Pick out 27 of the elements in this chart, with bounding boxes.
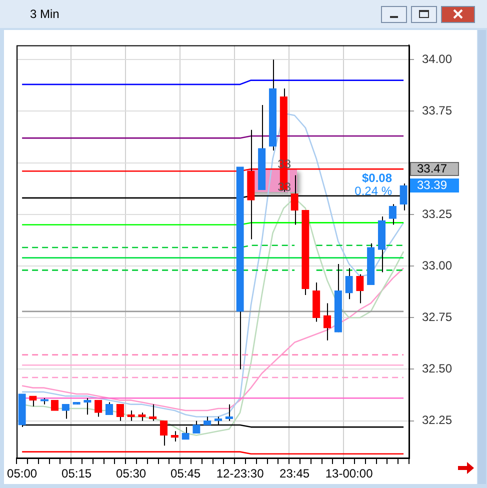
- candlestick: [323, 302, 332, 341]
- x-tick-label: 05:15: [62, 466, 92, 481]
- candlestick: [62, 404, 70, 420]
- x-tick-label: 13-00:00: [325, 466, 374, 481]
- annotation: $0.08: [362, 170, 392, 185]
- x-tick-label: 23:45: [280, 466, 310, 481]
- x-tick-label: 05:00: [7, 466, 38, 481]
- candlestick: [345, 268, 353, 300]
- y-tick-label: 34.00: [422, 52, 452, 66]
- text: 33.47: [417, 161, 448, 176]
- y-tick-label: 32.25: [422, 413, 452, 428]
- y-tick-label: 33.25: [422, 206, 452, 221]
- candlestick: [94, 400, 102, 418]
- y-tick-label: 33.00: [422, 258, 452, 272]
- annotation: 0.24 %: [354, 184, 392, 198]
- x-tick-label: 05:45: [170, 466, 201, 481]
- candlestick: [116, 404, 124, 422]
- y-tick-label: 32.75: [422, 310, 452, 324]
- candlestick: [356, 274, 364, 304]
- text: 33.39: [417, 178, 448, 192]
- x-tick-label: 12-23:30: [216, 466, 264, 481]
- candlestick: [388, 204, 396, 226]
- y-tick-label: 33.75: [422, 104, 452, 118]
- chart-title: 3 Min: [30, 7, 60, 21]
- y-tick-label: 32.50: [422, 362, 452, 376]
- x-tick-label: 05:30: [116, 466, 146, 481]
- candlestick: [29, 396, 37, 407]
